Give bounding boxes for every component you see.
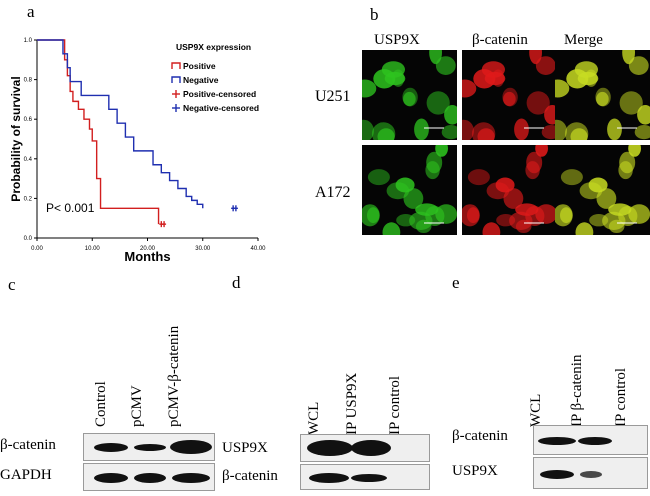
lane-label-pcmv: pCMV [129,385,145,427]
panel-label-a: a [27,2,35,21]
legend-swatch [171,76,181,83]
x-tick-label: 30.00 [195,246,211,252]
lane-label-wcl-d: WCL [306,401,322,435]
blot-e-row-usp9x: USP9X [452,463,498,479]
micro-col-beta-catenin: β-catenin [472,32,528,48]
lane-label-control: Control [93,381,109,427]
lane-label-ip-usp9x: IP USP9X [344,372,360,435]
blot-c-row-beta-catenin: β-catenin [0,437,56,453]
y-tick-label: 0.6 [24,117,33,123]
blot-c-row-gapdh: GAPDH [0,467,52,483]
lane-label-wcl-e: WCL [528,393,544,427]
x-tick-label: 40.00 [250,246,266,252]
micrograph-a172-usp9x [362,145,457,235]
series-positive [37,39,160,225]
legend-entry: Positive-censored [183,89,256,99]
micrograph-u251-merge [555,50,650,140]
micrograph-u251-usp9x [362,50,457,140]
lane-label-ip-control-e: IP control [613,367,629,427]
series-negative [37,39,204,209]
x-tick-label: 20.00 [140,246,156,252]
panel-label-b: b [370,5,379,24]
blot-d-row-beta-catenin: β-catenin [222,468,278,484]
y-axis-label: Probability of survival [9,76,23,201]
row-label-a172: A172 [315,184,351,201]
blot-d-row-usp9x: USP9X [222,440,268,456]
y-tick-label: 0.2 [24,196,33,202]
blot-d-strip-beta-catenin [300,464,430,490]
p-value-annotation: P< 0.001 [46,201,95,215]
blot-d-strip-usp9x [300,434,430,462]
panel-label-c: c [8,275,16,294]
panel-label-d: d [232,273,241,292]
x-tick-label: 0.00 [31,246,43,252]
micrograph-u251-beta-catenin [462,50,557,140]
x-tick-label: 10.00 [85,246,101,252]
y-tick-label: 0.0 [24,236,33,242]
legend-entry: Negative [183,75,219,85]
micrograph-a172-beta-catenin [462,145,557,235]
blot-e-strip-usp9x [533,457,648,489]
blot-c-strip-beta-catenin [83,433,215,461]
blot-e-row-beta-catenin: β-catenin [452,428,508,444]
legend-entry: Negative-censored [183,103,259,113]
row-label-u251: U251 [315,88,351,105]
micro-col-usp9x: USP9X [374,32,420,48]
y-tick-label: 0.4 [24,157,33,163]
panel-label-e: e [452,273,460,292]
micrograph-a172-merge [555,145,650,235]
micro-col-merge: Merge [564,32,603,48]
y-tick-label: 0.8 [24,78,33,84]
lane-label-ip-beta-catenin: IP β-catenin [569,354,585,427]
survival-chart: 0.00 10.00 20.00 30.00 40.00 0.0 0.2 0.4 0.6 0.8 1… [9,38,266,264]
legend-entry: Positive [183,61,216,71]
blot-e-strip-beta-catenin [533,425,648,455]
legend-title: USP9X expression [176,42,251,52]
lane-label-pcmv-beta-catenin: pCMV-β-catenin [166,325,182,427]
y-tick-label: 1.0 [24,38,33,44]
blot-c-strip-gapdh [83,463,215,491]
legend-swatch [171,62,181,69]
lane-label-ip-control-d: IP control [387,375,403,435]
x-axis-label: Months [124,249,170,264]
